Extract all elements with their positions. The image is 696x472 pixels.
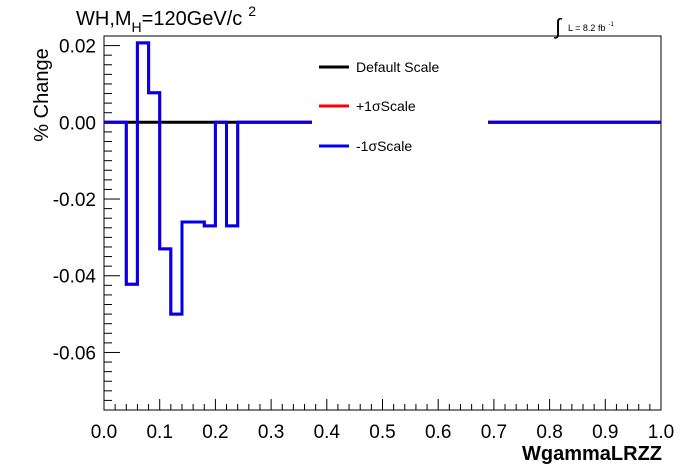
y-tick-label: -0.04 <box>53 267 97 288</box>
title-superscript: 2 <box>248 3 256 19</box>
integral-icon: ∫ <box>553 14 563 39</box>
x-tick-label: 0.2 <box>202 422 228 443</box>
lumi-text: L = 8.2 fb <box>568 23 605 33</box>
y-tick-label: -0.02 <box>53 190 96 211</box>
y-tick-label: -0.06 <box>53 343 96 364</box>
x-axis: 0.0 0.1 0.2 0.3 0.4 0.5 0.6 0.7 0.8 0.9 1.0 <box>91 399 674 443</box>
lumi-superscript: -1 <box>608 22 614 28</box>
legend-label-plus1sigma: +1σScale <box>356 98 416 114</box>
legend-label-default: Default Scale <box>356 59 439 75</box>
legend-label-minus1sigma: -1σScale <box>356 138 412 154</box>
chart-title: WH,MH=120GeV/c 2 <box>76 3 256 35</box>
x-tick-label: 0.5 <box>369 422 395 443</box>
x-tick-label: 1.0 <box>648 422 674 443</box>
title-rest: =120GeV/c <box>142 8 243 30</box>
title-subscript: H <box>132 19 142 35</box>
x-tick-label: 0.6 <box>425 422 451 443</box>
x-tick-label: 0.4 <box>314 422 341 443</box>
y-axis-title: % Change <box>31 48 53 141</box>
x-tick-label: 0.3 <box>258 422 284 443</box>
x-tick-label: 0.1 <box>146 422 172 443</box>
x-tick-label: 0.9 <box>592 422 618 443</box>
x-tick-label: 0.8 <box>536 422 562 443</box>
x-axis-title: WgammaLRZZ <box>522 443 662 465</box>
y-tick-label: 0.00 <box>59 113 96 134</box>
x-tick-label: 0.0 <box>91 422 117 443</box>
legend: Default Scale +1σScale -1σScale <box>312 52 488 164</box>
y-axis: -0.06 -0.04 -0.02 0.00 0.02 <box>53 35 120 411</box>
title-main: WH,M <box>76 8 132 30</box>
y-tick-label: 0.02 <box>59 37 96 58</box>
lumi-label: L = 8.2 fb -1 <box>568 22 614 33</box>
x-tick-label: 0.7 <box>481 422 507 443</box>
